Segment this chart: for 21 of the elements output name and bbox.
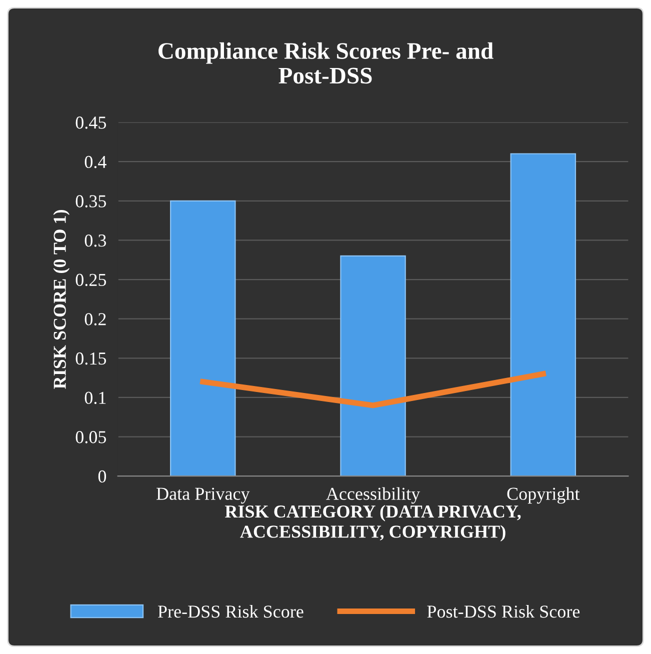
y-tick-label: 0.45: [76, 116, 106, 129]
x-tick-label: Copyright: [507, 487, 580, 504]
y-tick-label: 0.15: [76, 352, 106, 365]
chart-title: Compliance Risk Scores Pre- and Post-DSS: [158, 42, 494, 84]
y-tick-label: 0.1: [84, 392, 106, 404]
y-tick-label: 0.3: [84, 234, 106, 247]
x-axis-title: RISK CATEGORY (DATA PRIVACY, ACCESSIBILITY, COPYRIGHT): [224, 504, 521, 542]
y-tick-label: 0.05: [76, 431, 106, 444]
bar: [340, 255, 406, 476]
y-tick-label: 0: [98, 470, 106, 483]
y-tick-label: 0.2: [84, 313, 106, 326]
y-axis-title: RISK SCORE (0 TO 1): [53, 210, 70, 389]
x-tick-label: Data Privacy: [156, 488, 250, 504]
y-tick-label: 0.25: [76, 274, 106, 286]
legend-label: Pre-DSS Risk Score: [158, 605, 304, 618]
bar: [510, 153, 576, 476]
x-tick-label: Accessibility: [326, 487, 420, 504]
legend-label: Post-DSS Risk Score: [427, 605, 580, 618]
bar: [170, 200, 236, 476]
y-tick-label: 0.4: [84, 156, 106, 168]
y-tick-label: 0.35: [76, 195, 106, 208]
